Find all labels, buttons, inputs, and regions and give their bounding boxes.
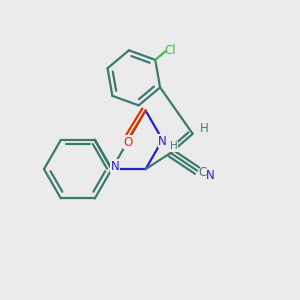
Text: N: N: [158, 135, 167, 148]
Text: N: N: [111, 160, 120, 173]
Text: H: H: [170, 141, 178, 151]
Text: Cl: Cl: [165, 44, 176, 57]
Text: C: C: [198, 167, 206, 179]
Text: O: O: [123, 136, 133, 149]
Text: H: H: [200, 122, 208, 135]
Text: N: N: [206, 169, 214, 182]
